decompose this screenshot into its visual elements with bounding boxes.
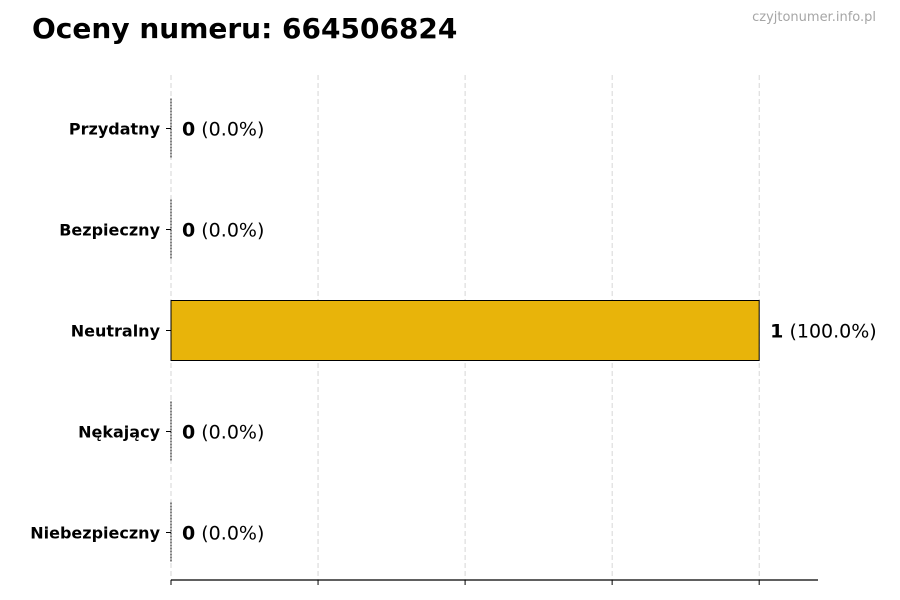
data-label: 0 (0.0%) (182, 220, 264, 242)
data-label: 0 (0.0%) (182, 119, 264, 141)
data-label: 1 (100.0%) (770, 321, 877, 343)
data-label-count: 0 (182, 220, 195, 242)
data-label-count: 1 (770, 321, 783, 343)
data-label-count: 0 (182, 422, 195, 444)
y-tick-label: Neutralny (71, 322, 161, 341)
watermark: czyjtonumer.info.pl (752, 10, 876, 25)
data-label-percent: (0.0%) (195, 422, 264, 444)
data-label-count: 0 (182, 119, 195, 141)
chart-title: Oceny numeru: 664506824 (32, 12, 458, 45)
data-label-percent: (0.0%) (195, 220, 264, 242)
data-label-percent: (100.0%) (783, 321, 876, 343)
data-label-percent: (0.0%) (195, 119, 264, 141)
data-label-percent: (0.0%) (195, 523, 264, 545)
y-tick-label: Bezpieczny (59, 221, 160, 240)
bar (170, 300, 760, 361)
data-label: 0 (0.0%) (182, 422, 264, 444)
data-label-count: 0 (182, 523, 195, 545)
y-tick-label: Przydatny (69, 120, 161, 139)
y-tick-label: Niebezpieczny (30, 524, 160, 543)
y-tick-label: Nękający (78, 423, 160, 442)
data-label: 0 (0.0%) (182, 523, 264, 545)
